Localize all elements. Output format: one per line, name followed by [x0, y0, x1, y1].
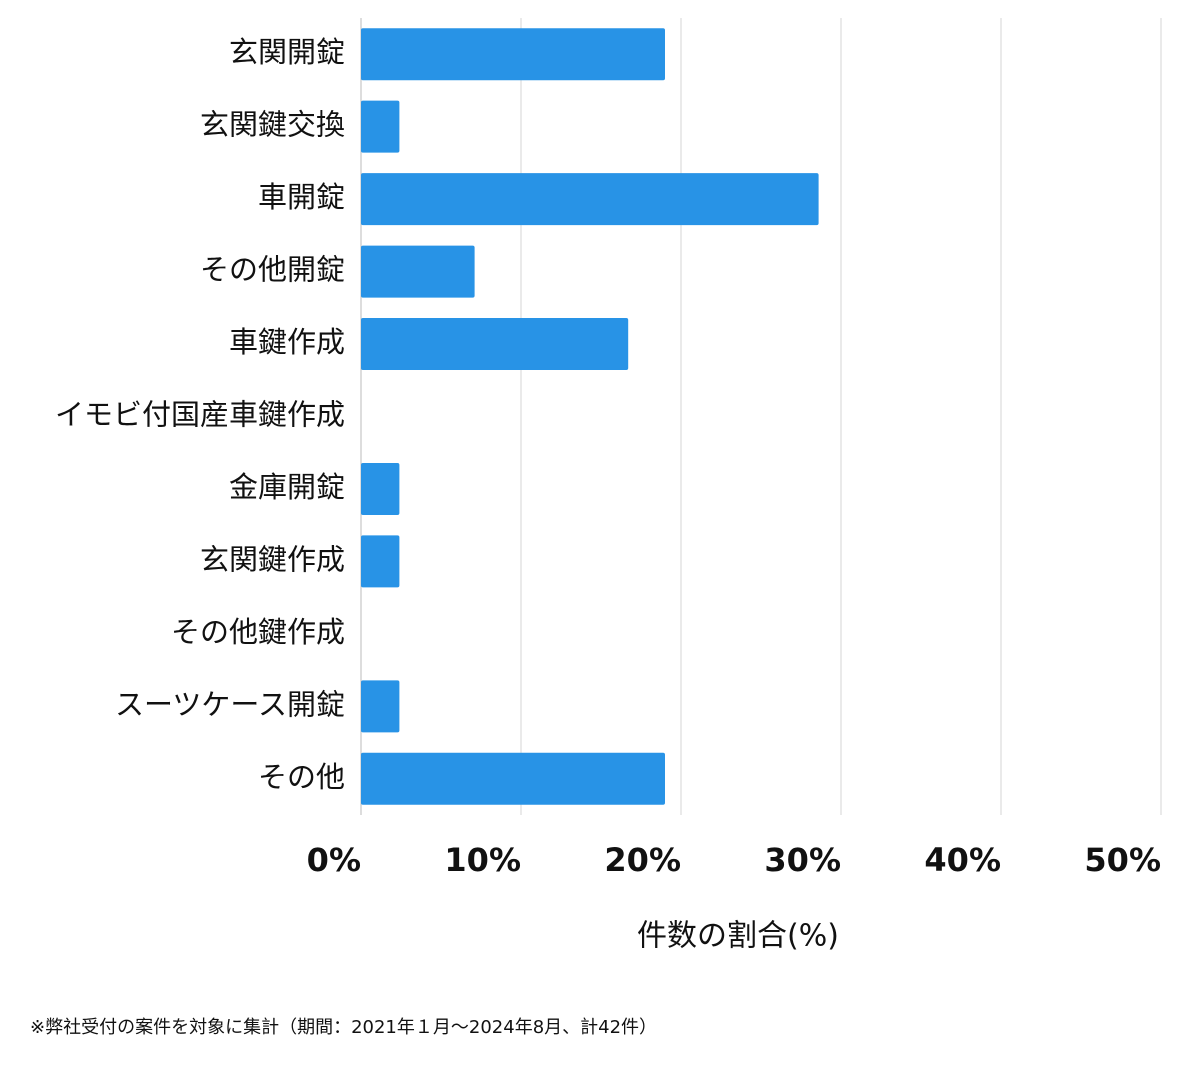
- y-tick-label: 金庫開錠: [229, 470, 345, 504]
- x-axis-title: 件数の割合(%): [637, 919, 839, 954]
- bar: [361, 535, 400, 588]
- footnote: ※弊社受付の案件を対象に集計（期間：2021年１月〜2024年8月、計42件）: [30, 1017, 657, 1038]
- x-tick-label: 20%: [604, 841, 681, 879]
- y-tick-label: 玄関開錠: [229, 35, 345, 69]
- y-tick-label: その他: [258, 760, 345, 794]
- x-tick-label: 40%: [924, 841, 1001, 879]
- x-tick-label: 50%: [1084, 841, 1161, 879]
- y-tick-label: その他開錠: [200, 253, 345, 287]
- bar: [361, 680, 400, 733]
- y-tick-label: 車鍵作成: [229, 325, 345, 359]
- bar: [361, 462, 400, 515]
- y-tick-label: 車開錠: [258, 180, 345, 214]
- y-tick-label: 玄関鍵交換: [200, 108, 345, 142]
- bar: [361, 173, 819, 226]
- bar: [361, 28, 665, 81]
- bar: [361, 318, 629, 371]
- bar: [361, 752, 665, 805]
- y-tick-label: イモビ付国産車鍵作成: [55, 398, 345, 432]
- bar: [361, 245, 475, 298]
- y-tick-label: その他鍵作成: [171, 615, 345, 649]
- y-tick-label: スーツケース開錠: [115, 687, 345, 721]
- x-tick-label: 10%: [444, 841, 521, 879]
- y-tick-label: 玄関鍵作成: [200, 542, 345, 576]
- x-tick-label: 0%: [307, 841, 361, 879]
- bar: [361, 100, 400, 153]
- x-tick-label: 30%: [764, 841, 841, 879]
